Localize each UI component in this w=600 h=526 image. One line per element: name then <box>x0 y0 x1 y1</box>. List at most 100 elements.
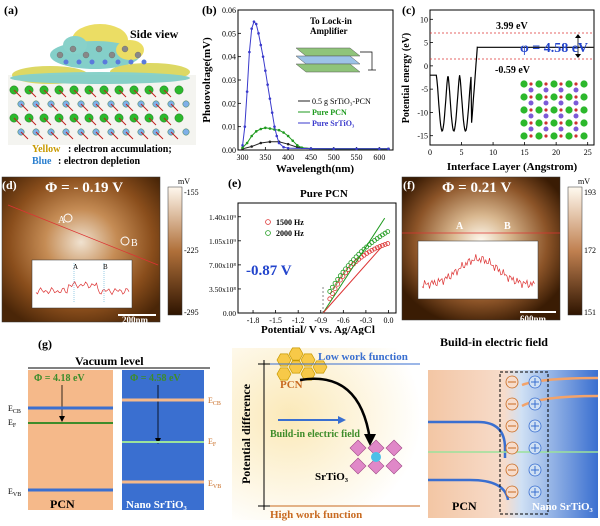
y-tick-label: 7.00x10⁸ <box>209 261 236 270</box>
point-sto <box>277 141 281 145</box>
panel-f-phi: Φ = 0.21 V <box>442 180 511 196</box>
evb-label-right: EVB <box>208 479 221 490</box>
evb-label-left: EVB <box>8 487 21 498</box>
point-sto <box>245 90 249 93</box>
build-in-field-mid-label: Build-in electric field <box>270 429 360 440</box>
panel-e: (e) Pure PCN 0.00 3.50x10⁸ 7.00x10⁸ 1.05x10… <box>200 175 400 336</box>
scalebar-label: 200nm <box>122 315 149 325</box>
point-sto <box>275 134 279 138</box>
point-a-marker <box>63 213 73 223</box>
point-a-label: A <box>456 221 464 232</box>
x-tick-label: -1.5 <box>269 316 282 325</box>
panel-d-label: (d) <box>2 178 17 192</box>
y-tick-label: 0.05 <box>222 29 236 38</box>
scale-max: -155 <box>184 188 199 197</box>
legend-1500: 1500 Hz <box>276 218 304 227</box>
x-tick-label: 450 <box>305 153 317 162</box>
point-pcn <box>264 126 267 130</box>
series-pcn <box>242 127 389 150</box>
panel-a-structure-image: (a) Side view Yellow : electron accumula… <box>4 3 196 167</box>
y-tick-label: 0.00 <box>222 146 236 155</box>
point-2000hz <box>327 289 333 294</box>
point-1500hz <box>385 241 391 246</box>
inset-title-2: Amplifier <box>310 26 348 36</box>
point-1500hz <box>382 242 388 247</box>
panel-b: (b) 0.00 0.01 0.02 0.03 0.04 0.05 0.06 300 350 4… <box>200 0 400 175</box>
panel-c-label: (c) <box>402 3 415 17</box>
y-tick-label: 5 <box>424 39 428 48</box>
legend-yellow-word: Yellow <box>32 144 61 155</box>
x-tick-label: -0.9 <box>314 316 327 325</box>
point-1500hz <box>369 247 375 253</box>
panel-d: (d) Φ = - 0.19 V A B A B 200nm mV -155 -… <box>0 175 200 325</box>
y-tick-label: 0.00 <box>223 309 236 318</box>
point-sto <box>270 111 274 114</box>
x-tick-label: 0.0 <box>383 316 393 325</box>
sto-band-curve-top <box>521 376 599 387</box>
y-tick-label: -15 <box>417 132 428 141</box>
point-sto <box>261 55 265 58</box>
y-axis-label: Photovoltage(mV) <box>201 37 213 123</box>
x-tick-label: 550 <box>351 153 363 162</box>
panel-f-kpfm-image: (f) Φ = 0.21 V A B 600nm mV 193 172 151 <box>401 176 596 324</box>
point-hybrid <box>286 142 290 146</box>
panel-b-chart: (b) 0.00 0.01 0.02 0.03 0.04 0.05 0.06 300 350 4… <box>201 3 394 175</box>
x-axis-label: Wavelength(nm) <box>276 163 355 175</box>
panel-f-label: (f) <box>403 178 415 192</box>
point-sto <box>355 147 358 151</box>
scale-min: 151 <box>584 308 596 317</box>
legend-item-hybrid: 0.5 g SrTiO₃-PCN <box>312 97 371 106</box>
point-sto <box>282 145 285 149</box>
ecb-label-left: ECB <box>8 404 21 415</box>
point-1500hz <box>380 243 385 248</box>
point-2000hz <box>340 269 346 275</box>
point-pcn <box>259 127 263 131</box>
inset-device <box>295 47 376 73</box>
point-sto <box>241 144 244 147</box>
panel-c-chart: (c) -15 -10 -5 0 5 10 0 5 10 15 20 25 Interface La… <box>401 3 595 173</box>
color-scale-bar <box>567 186 583 316</box>
profile-inset <box>417 240 539 300</box>
pcn-phi: Φ = 4.18 eV <box>34 373 85 384</box>
scale-unit: mV <box>178 177 190 186</box>
point-1500hz <box>372 246 377 252</box>
low-work-function-label: Low work function <box>318 351 408 363</box>
point-sto <box>309 147 313 150</box>
point-sto <box>266 83 269 86</box>
interface-charges <box>505 375 542 499</box>
y-axis-label: Potential energy (eV) <box>401 33 412 124</box>
point-2000hz <box>361 246 367 252</box>
build-in-field-title: Build-in electric field <box>440 335 548 349</box>
point-pcn <box>254 130 258 133</box>
x-tick-label: 5 <box>460 148 464 157</box>
ef-label-right: EF <box>208 437 217 448</box>
point-1500hz <box>330 291 335 296</box>
point-sto <box>268 97 272 100</box>
point-1500hz <box>335 281 341 287</box>
y-tick-label: 0.06 <box>222 6 236 15</box>
phi-value: φ = 4.58 eV <box>520 41 588 56</box>
point-pcn <box>241 146 244 149</box>
point-sto <box>264 69 267 72</box>
pcn-block <box>28 370 113 510</box>
inset-title-1: To Lock-in <box>310 16 352 26</box>
inset-b-label: B <box>103 263 108 271</box>
legend-item-sto: Pure SrTiO₃ <box>312 119 355 128</box>
legend-blue-desc: : electron depletion <box>58 156 140 167</box>
top-value: 3.99 eV <box>496 21 528 32</box>
x-tick-label: 400 <box>282 153 294 162</box>
y-tick-label: 1.05x10⁹ <box>209 237 236 246</box>
point-1500hz <box>332 286 338 292</box>
x-axis-label: Potential/ V vs. Ag/AgCl <box>261 324 375 335</box>
x-tick-label: 600 <box>373 153 385 162</box>
panel-g-label: (g) <box>38 337 52 351</box>
y-tick-label: 0.01 <box>222 123 236 132</box>
panel-g-band-diagram: (g) Vacuum level Φ = 4.18 eV ECB EF EVB … <box>8 335 599 521</box>
point-b-label: B <box>504 221 511 232</box>
point-sto <box>243 125 247 128</box>
point-sto <box>254 22 258 26</box>
sto-band-curve-bottom <box>521 394 599 408</box>
vacuum-label: Vacuum level <box>75 354 144 368</box>
point-pcn <box>291 139 295 142</box>
x-tick-label: 300 <box>237 153 249 162</box>
